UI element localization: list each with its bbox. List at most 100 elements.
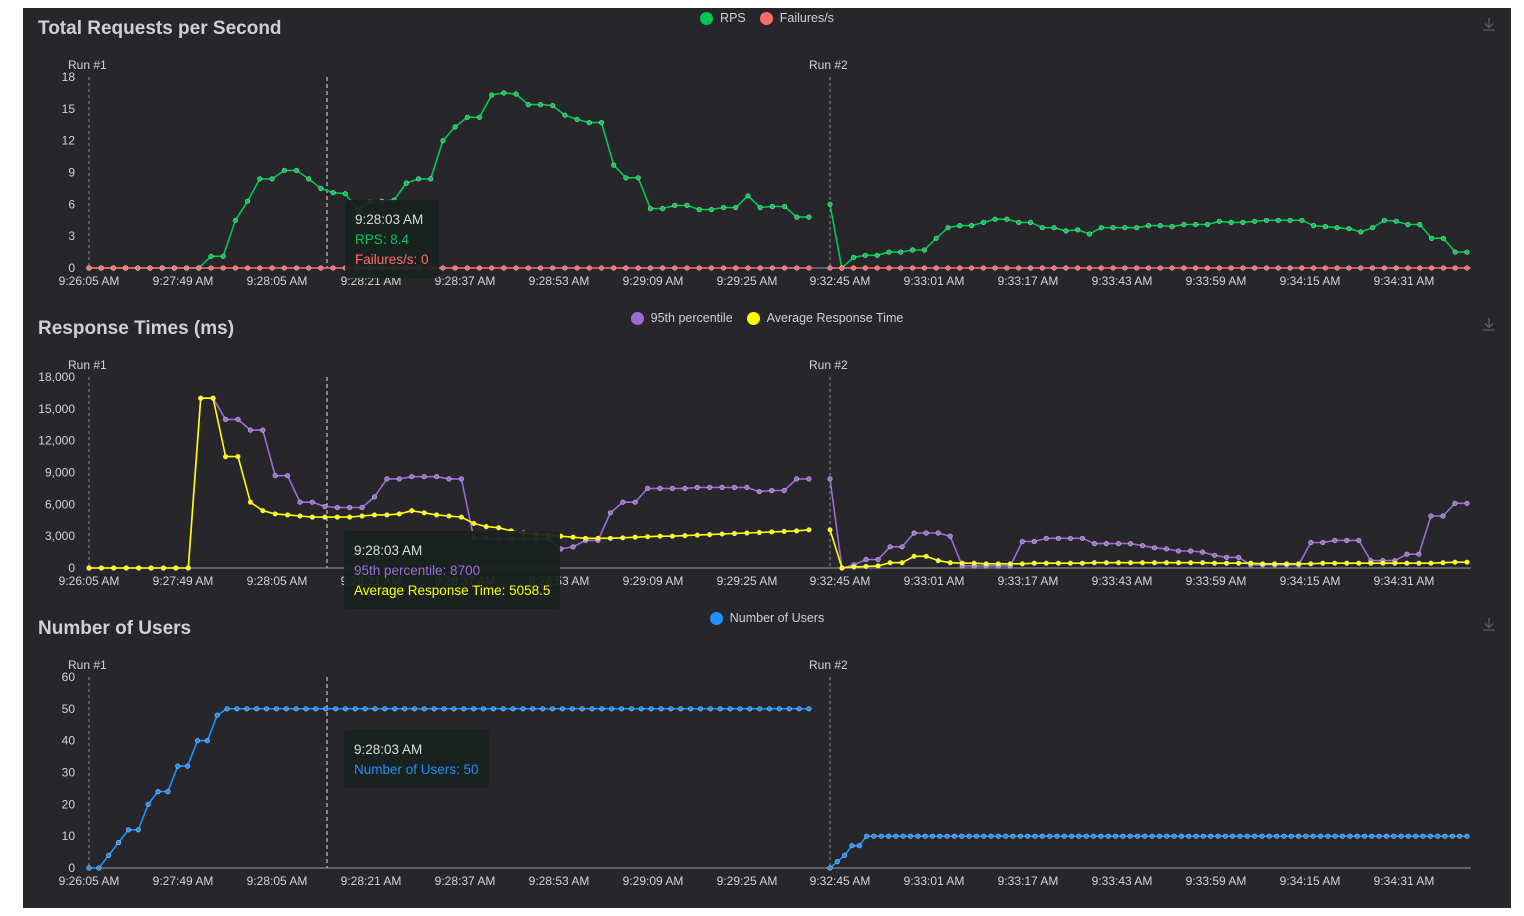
data-point[interactable] [309,499,316,505]
data-point[interactable] [1380,560,1386,566]
data-point[interactable] [525,265,531,271]
data-point[interactable] [1287,217,1293,223]
data-point[interactable] [968,265,975,271]
data-point[interactable] [1398,833,1404,839]
data-point[interactable] [513,91,519,97]
data-point[interactable] [647,206,654,212]
data-point[interactable] [1310,833,1316,839]
data-point[interactable] [1339,833,1346,839]
data-point[interactable] [1163,546,1170,552]
data-point[interactable] [981,833,987,839]
data-point[interactable] [871,833,877,839]
data-point[interactable] [1181,221,1187,228]
data-point[interactable] [1120,833,1126,839]
data-point[interactable] [898,249,904,255]
data-point[interactable] [245,265,251,271]
data-point[interactable] [1248,560,1254,566]
data-point[interactable] [899,544,905,550]
data-point[interactable] [208,253,214,259]
data-point[interactable] [330,265,336,271]
data-point[interactable] [1079,535,1085,541]
data-point[interactable] [1003,833,1009,839]
download-icon[interactable] [1481,16,1497,32]
data-point[interactable] [632,499,638,505]
data-point[interactable] [1354,833,1360,839]
data-point[interactable] [659,206,666,212]
data-point[interactable] [269,265,275,271]
data-point[interactable] [434,512,440,518]
data-point[interactable] [708,265,715,271]
data-point[interactable] [1393,218,1399,224]
data-point[interactable] [1122,225,1128,231]
data-point[interactable] [1027,265,1034,271]
data-point[interactable] [244,706,250,712]
data-point[interactable] [937,833,943,839]
data-point[interactable] [1181,265,1187,271]
data-point[interactable] [1332,560,1338,566]
data-point[interactable] [945,225,951,231]
data-point[interactable] [306,265,312,271]
data-point[interactable] [1416,560,1422,566]
data-point[interactable] [1086,231,1093,237]
data-point[interactable] [1149,833,1155,839]
data-point[interactable] [1019,538,1025,545]
data-point[interactable] [283,706,289,712]
data-point[interactable] [160,565,167,571]
data-point[interactable] [1145,265,1152,271]
data-point[interactable] [694,532,700,538]
data-point[interactable] [1054,833,1060,839]
data-point[interactable] [1110,265,1116,271]
data-point[interactable] [1464,559,1470,565]
data-point[interactable] [318,265,324,271]
data-point[interactable] [1063,228,1069,234]
data-point[interactable] [185,763,191,769]
legend-item-rps[interactable]: RPS [700,11,746,25]
data-point[interactable] [995,561,1001,567]
data-point[interactable] [440,265,446,271]
data-point[interactable] [342,706,349,712]
data-point[interactable] [756,489,762,495]
data-point[interactable] [1051,265,1057,271]
data-point[interactable] [540,706,546,712]
data-point[interactable] [1151,560,1158,566]
data-point[interactable] [644,534,651,540]
data-point[interactable] [198,395,204,401]
data-point[interactable] [272,473,278,479]
data-point[interactable] [992,265,998,271]
data-point[interactable] [235,416,241,422]
data-point[interactable] [863,556,869,563]
data-point[interactable] [234,706,240,712]
data-point[interactable] [330,190,336,196]
data-point[interactable] [1303,833,1309,839]
data-point[interactable] [501,265,507,271]
data-point[interactable] [720,204,727,211]
data-point[interactable] [293,265,300,271]
data-point[interactable] [384,476,390,482]
data-point[interactable] [489,92,495,98]
data-point[interactable] [1369,225,1376,231]
data-point[interactable] [951,833,958,839]
data-point[interactable] [863,563,869,570]
data-point[interactable] [1299,265,1305,271]
data-point[interactable] [520,706,526,712]
data-point[interactable] [947,560,953,566]
data-point[interactable] [1043,535,1049,541]
data-point[interactable] [1222,833,1228,839]
data-point[interactable] [1171,833,1177,839]
data-point[interactable] [909,265,916,271]
data-point[interactable] [1346,226,1352,232]
data-point[interactable] [1156,833,1163,839]
data-point[interactable] [273,706,279,712]
data-point[interactable] [1347,833,1353,839]
data-point[interactable] [461,706,467,712]
data-point[interactable] [245,198,251,204]
data-point[interactable] [957,223,963,229]
data-point[interactable] [1199,560,1206,566]
data-point[interactable] [1332,537,1338,543]
data-point[interactable] [194,738,201,744]
data-point[interactable] [696,265,702,271]
data-point[interactable] [1322,224,1328,230]
data-point[interactable] [668,706,674,712]
data-point[interactable] [409,474,415,480]
data-point[interactable] [1204,265,1211,271]
